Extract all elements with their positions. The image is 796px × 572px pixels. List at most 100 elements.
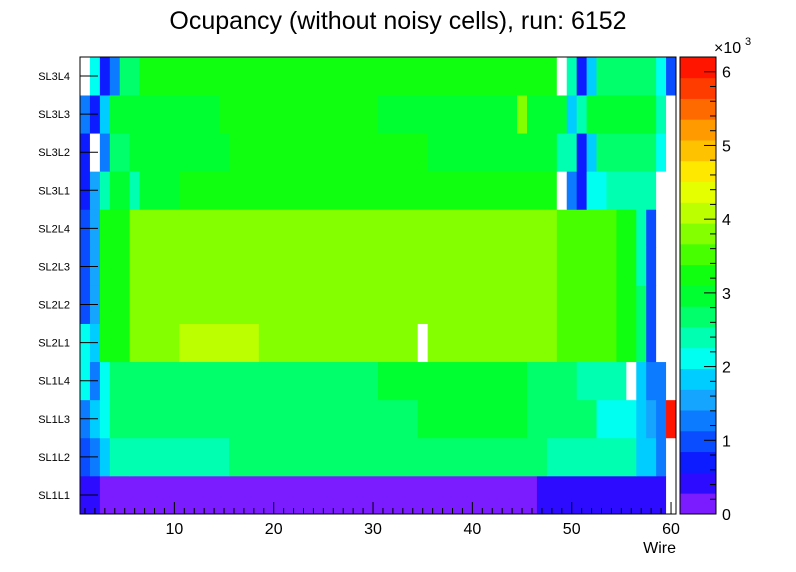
heatmap-cell-sl3l3-wires-52-58	[586, 95, 657, 134]
colorbar-tick-label-0: 0	[722, 507, 731, 524]
y-tick-label-sl3l1: SL3L1	[38, 185, 70, 197]
heatmap-cell-sl2l3-wires-55-56	[616, 247, 637, 286]
heatmap-cell-sl3l4-wires-52-52	[586, 57, 597, 96]
heatmap-cell-sl3l2-wires-4-5	[109, 133, 131, 172]
heatmap-cell-sl2l2-wires-55-56	[616, 285, 637, 324]
heatmap-cell-sl1l4-wires-51-55	[576, 361, 627, 401]
heatmap-cell-sl3l3-wires-49-49	[556, 95, 568, 134]
heatmap-cell-sl1l4-wires-57-57	[636, 361, 647, 401]
chart-title: Ocupancy (without noisy cells), run: 615…	[169, 7, 626, 35]
heatmap-cell-sl3l2-wires-50-50	[566, 133, 578, 172]
heatmap-cell-sl2l1-wires-35-35	[417, 323, 429, 363]
colorbar-tick-label-3: 3	[722, 286, 731, 303]
heatmap-cell-sl1l1-wires-3-46	[99, 475, 538, 515]
colorbar-tick-label-1: 1	[722, 433, 731, 450]
heatmap-cell-sl2l4-wires-49-54	[556, 209, 617, 248]
colorbar-step-8	[680, 327, 716, 349]
heatmap-cells	[80, 57, 677, 515]
y-tick-label-sl1l3: SL1L3	[38, 414, 70, 426]
colorbar-step-0	[680, 493, 716, 515]
heatmap-cell-sl2l4-wires-55-56	[616, 209, 637, 248]
heatmap-cell-sl3l1-wires-59-60	[656, 171, 677, 210]
heatmap-cell-sl2l1-wires-36-48	[427, 323, 558, 363]
heatmap-cell-sl3l1-wires-4-5	[109, 171, 131, 210]
y-tick-label-sl2l3: SL2L3	[38, 261, 70, 273]
heatmap-cell-sl3l1-wires-6-6	[129, 171, 140, 210]
heatmap-cell-sl3l3-wires-46-48	[527, 95, 558, 134]
heatmap-cell-sl3l3-wires-4-14	[109, 95, 220, 134]
heatmap-cell-sl2l4-wires-6-16	[129, 209, 240, 248]
heatmap-cell-sl2l4-wires-17-34	[238, 209, 419, 248]
heatmap-cell-sl2l2-wires-16-34	[229, 285, 419, 324]
heatmap-cell-sl3l3-wires-3-3	[99, 95, 111, 134]
heatmap-cell-sl2l1-wires-55-56	[616, 323, 637, 363]
heatmap-cell-sl3l4-wires-51-51	[576, 57, 587, 96]
heatmap-cell-sl1l1-wires-60-60	[666, 475, 677, 515]
heatmap-cell-sl2l4-wires-35-48	[417, 209, 558, 248]
heatmap-cell-sl1l2-wires-6-15	[129, 437, 230, 477]
heatmap-cell-sl3l2-wires-52-52	[586, 133, 597, 172]
heatmap-cell-sl3l2-wires-6-15	[129, 133, 230, 172]
heatmap-cell-sl3l1-wires-51-51	[576, 171, 587, 210]
colorbar-step-10	[680, 285, 716, 307]
colorbar-step-7	[680, 347, 716, 369]
heatmap-cell-sl1l3-wires-13-34	[199, 399, 419, 439]
colorbar-tick-label-2: 2	[722, 360, 731, 377]
y-tick-label-sl2l2: SL2L2	[38, 300, 70, 312]
heatmap-cell-sl3l2-wires-59-59	[656, 133, 667, 172]
heatmap-cell-sl1l4-wires-11-18	[179, 361, 260, 401]
heatmap-cell-sl2l4-wires-57-57	[636, 209, 647, 248]
heatmap-cell-sl3l1-wires-3-3	[99, 171, 111, 210]
heatmap-cell-sl2l2-wires-57-57	[636, 285, 647, 324]
heatmap-cell-sl1l2-wires-59-59	[656, 437, 667, 477]
plot-border	[79, 56, 677, 515]
heatmap-cell-sl2l2-wires-59-60	[656, 285, 677, 324]
heatmap-cell-sl1l4-wires-56-56	[626, 361, 637, 401]
heatmap-cell-sl3l3-wires-60-60	[666, 95, 677, 134]
heatmap-cell-sl1l4-wires-19-30	[258, 361, 379, 401]
heatmap-cell-sl1l2-wires-57-58	[636, 437, 657, 477]
heatmap-cell-sl1l3-wires-59-59	[656, 399, 667, 439]
y-tick-label-sl1l4: SL1L4	[38, 376, 70, 388]
y-tick-label-sl1l2: SL1L2	[38, 452, 70, 464]
colorbar-tick-label-5: 5	[722, 138, 731, 155]
heatmap-cell-sl2l1-wires-6-10	[129, 323, 180, 363]
colorbar-step-6	[680, 368, 716, 390]
heatmap-cell-sl1l2-wires-4-5	[109, 437, 131, 477]
heatmap-cell-sl1l4-wires-31-45	[378, 361, 528, 401]
colorbar-step-5	[680, 389, 716, 411]
heatmap-cell-sl2l1-wires-19-34	[258, 323, 419, 363]
heatmap-cell-sl1l3-wires-60-60	[666, 399, 677, 439]
heatmap-cell-sl2l1-wires-49-54	[556, 323, 617, 363]
heatmap-cell-sl2l3-wires-3-5	[99, 247, 131, 286]
colorbar-exponent-base: ×10	[714, 40, 741, 57]
heatmap-cell-sl3l1-wires-49-49	[556, 171, 568, 210]
heatmap-cell-sl2l1-wires-3-5	[99, 323, 131, 363]
heatmap-cell-sl3l3-wires-31-44	[378, 95, 518, 134]
heatmap-cell-sl1l3-wires-57-57	[636, 399, 647, 439]
colorbar-tick-label-6: 6	[722, 65, 731, 82]
colorbar-step-17	[680, 140, 716, 162]
heatmap-cell-sl3l4-wires-53-58	[596, 57, 657, 96]
heatmap-cell-sl1l3-wires-3-3	[99, 399, 111, 439]
heatmap-cell-sl3l4-wires-50-50	[566, 57, 578, 96]
heatmap-cell-sl2l1-wires-57-57	[636, 323, 647, 363]
color-scale-bar: 0 1 2 3 4 5 6	[679, 56, 731, 524]
heatmap-cell-sl2l4-wires-58-58	[646, 209, 657, 248]
colorbar-border	[679, 56, 717, 515]
heatmap-cell-sl3l1-wires-50-50	[566, 171, 578, 210]
heatmap-cell-sl3l2-wires-51-51	[576, 133, 587, 172]
heatmap-cell-sl3l1-wires-36-48	[427, 171, 558, 210]
heatmap-cell-sl2l3-wires-6-16	[129, 247, 240, 286]
x-axis-title: Wire	[643, 540, 676, 557]
heatmap-cell-sl3l3-wires-59-59	[656, 95, 667, 134]
colorbar-exponent: ×10 3	[714, 36, 751, 57]
x-tick-label-20: 20	[265, 521, 283, 538]
heatmap-cell-sl1l4-wires-3-3	[99, 361, 111, 401]
heatmap-cell-sl2l3-wires-49-54	[556, 247, 617, 286]
heatmap-cell-sl3l4-wires-7-30	[139, 57, 379, 96]
heatmap-cell-sl2l2-wires-3-5	[99, 285, 131, 324]
colorbar-step-18	[680, 119, 716, 141]
x-axis: 10 20 30 40 50 60	[84, 502, 680, 538]
